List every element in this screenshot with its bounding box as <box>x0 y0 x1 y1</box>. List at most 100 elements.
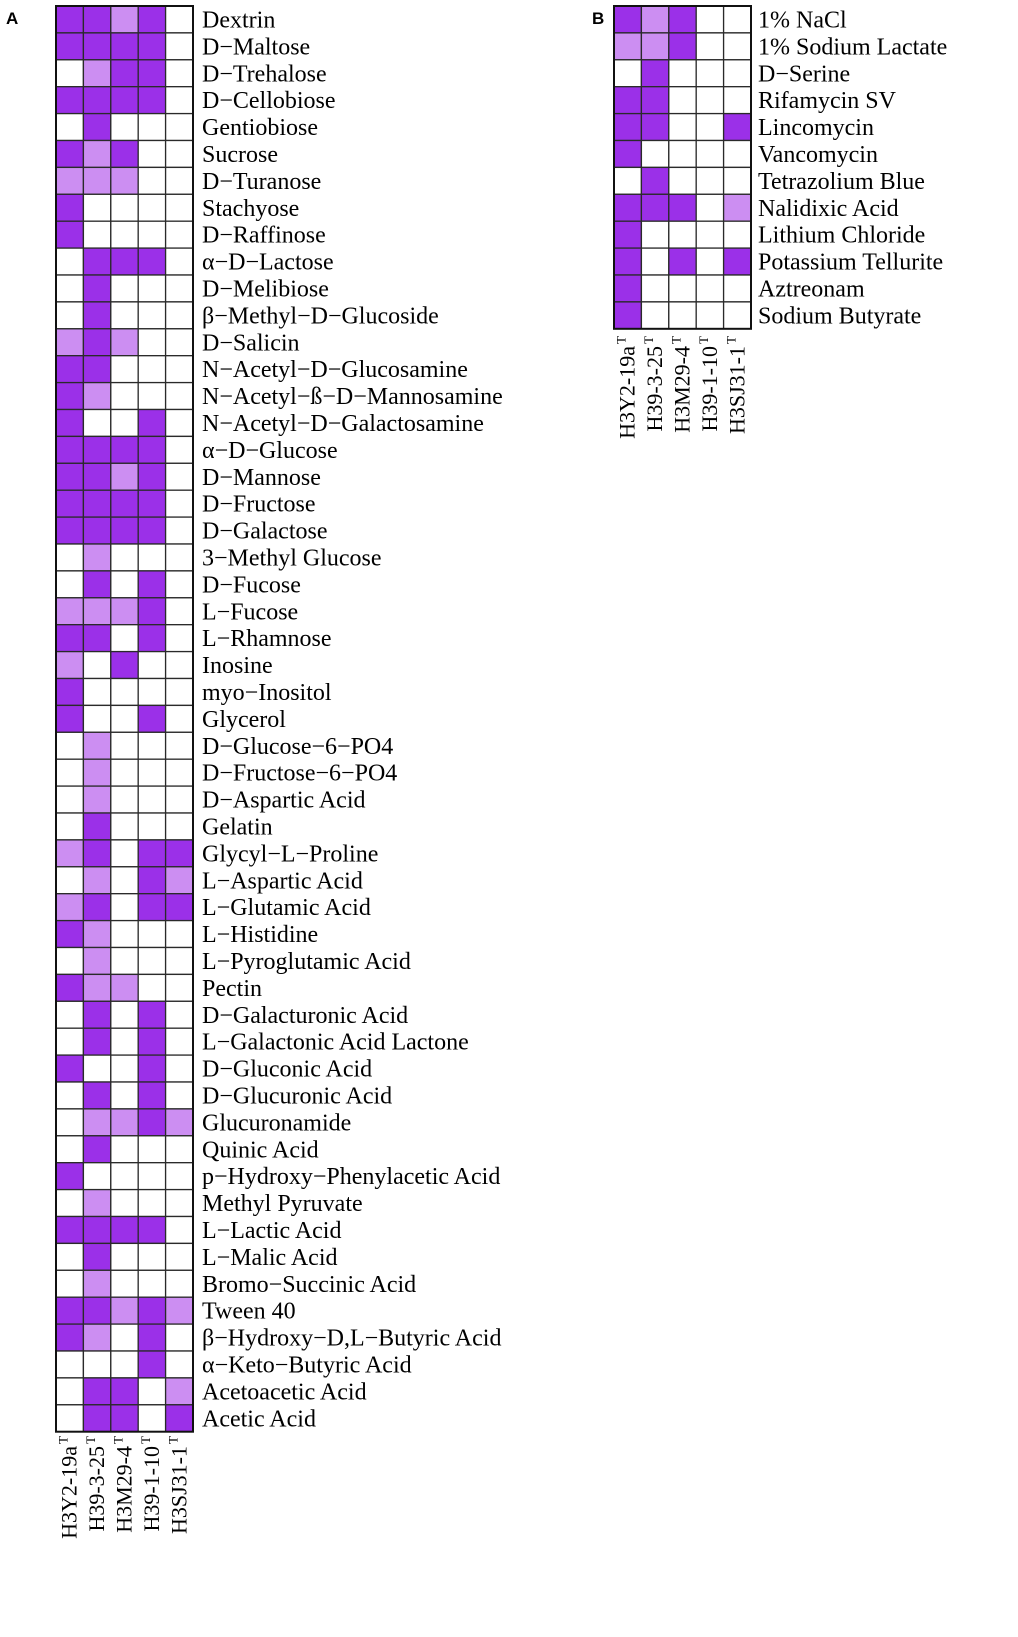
heatmap-cell <box>110 1188 139 1218</box>
row-label: Pectin <box>202 976 262 1002</box>
column-label-superscript: T <box>138 1436 153 1444</box>
heatmap-cell <box>55 704 85 733</box>
column-label-superscript: T <box>669 336 684 344</box>
heatmap-cell <box>164 193 194 222</box>
column-label: H3Y2-19a T <box>56 1436 82 1539</box>
heatmap-cell <box>164 1108 194 1137</box>
heatmap-cell <box>82 1081 112 1110</box>
row-label: D−Melibiose <box>202 276 329 302</box>
row-label: D−Mannose <box>202 465 321 491</box>
column-label-superscript: T <box>83 1436 98 1444</box>
heatmap-cell <box>613 247 643 276</box>
heatmap-cell <box>55 193 85 222</box>
row-label: D−Galacturonic Acid <box>202 1003 408 1029</box>
heatmap-cell <box>110 220 139 249</box>
heatmap-cell <box>110 704 139 733</box>
heatmap-cell <box>110 1215 139 1245</box>
heatmap-cell <box>164 570 194 599</box>
heatmap-cell <box>137 758 167 787</box>
heatmap-cell <box>55 166 85 195</box>
column-label-superscript: T <box>111 1436 126 1444</box>
heatmap-cell <box>164 1296 194 1325</box>
heatmap-cell <box>55 1350 85 1379</box>
heatmap-cell <box>640 166 670 195</box>
heatmap-cell <box>137 1377 167 1406</box>
row-label: D−Glucose−6−PO4 <box>202 734 393 760</box>
heatmap-cell <box>110 247 139 276</box>
heatmap-cell <box>55 1054 85 1083</box>
heatmap-cell <box>82 516 112 545</box>
heatmap-cell <box>110 462 139 491</box>
heatmap-cell <box>82 381 112 411</box>
heatmap-cell <box>164 731 194 760</box>
heatmap-cell <box>82 677 112 707</box>
heatmap-cell <box>137 1296 167 1325</box>
heatmap-cell <box>137 1162 167 1191</box>
heatmap-cell <box>613 301 643 330</box>
heatmap-cell <box>164 516 194 545</box>
heatmap-cell <box>164 839 194 868</box>
column-label-text: H3M29-4 <box>670 346 695 433</box>
heatmap-cell <box>722 5 752 34</box>
heatmap-cell <box>164 946 194 976</box>
heatmap-cell <box>55 812 85 841</box>
heatmap-cell <box>164 489 194 518</box>
row-label: D−Trehalose <box>202 61 327 87</box>
heatmap-cell <box>110 32 139 61</box>
heatmap-cell <box>164 166 194 195</box>
heatmap-cell <box>55 462 85 491</box>
heatmap-cell <box>110 86 139 115</box>
heatmap-cell <box>137 893 167 922</box>
row-label: Gelatin <box>202 814 273 840</box>
heatmap-cell <box>82 1215 112 1245</box>
heatmap-cell <box>137 624 167 653</box>
heatmap-cell <box>110 1054 139 1083</box>
heatmap-cell <box>110 1242 139 1271</box>
heatmap-cell <box>137 193 167 222</box>
heatmap-cell <box>164 301 194 330</box>
heatmap-border <box>55 5 194 1433</box>
heatmap-cell <box>668 5 697 34</box>
row-label: α−D−Glucose <box>202 438 338 464</box>
heatmap-cell <box>55 86 85 115</box>
heatmap-cell <box>55 1081 85 1110</box>
heatmap-cell <box>110 1269 139 1298</box>
heatmap-cell <box>640 247 670 276</box>
heatmap-cell <box>668 86 697 115</box>
heatmap-cell <box>137 59 167 88</box>
heatmap-cell <box>722 166 752 195</box>
heatmap-cell <box>722 112 752 142</box>
heatmap-cell <box>110 166 139 195</box>
row-label: Nalidixic Acid <box>758 196 899 222</box>
heatmap-cell <box>82 946 112 976</box>
heatmap-cell <box>137 1215 167 1245</box>
row-label: D−Raffinose <box>202 223 326 249</box>
heatmap-cell <box>164 112 194 142</box>
heatmap-cell <box>722 32 752 61</box>
heatmap-cell <box>137 5 167 34</box>
heatmap-cell <box>110 1000 139 1029</box>
heatmap-cell <box>164 1323 194 1352</box>
row-label: D−Salicin <box>202 330 300 356</box>
column-label: H3SJ31-1 T <box>165 1436 191 1534</box>
heatmap-cell <box>613 166 643 195</box>
heatmap-cell <box>82 624 112 653</box>
heatmap-cell <box>110 1108 139 1137</box>
heatmap-cell <box>55 59 85 88</box>
heatmap-cell <box>110 489 139 518</box>
heatmap-cell <box>82 139 112 169</box>
heatmap-cell <box>55 1404 85 1433</box>
heatmap-cell <box>55 489 85 518</box>
heatmap-cell <box>55 32 85 61</box>
heatmap-cell <box>55 381 85 411</box>
row-label: Aztreonam <box>758 276 865 302</box>
heatmap-cell <box>137 462 167 491</box>
heatmap-cell <box>110 946 139 976</box>
heatmap-cell <box>82 32 112 61</box>
heatmap-cell <box>640 86 670 115</box>
row-label: D−Gluconic Acid <box>202 1057 372 1083</box>
heatmap-cell <box>55 758 85 787</box>
heatmap-cell <box>82 1108 112 1137</box>
column-label-text: H39-3-25 <box>84 1446 109 1532</box>
row-label: D−Aspartic Acid <box>202 788 366 814</box>
